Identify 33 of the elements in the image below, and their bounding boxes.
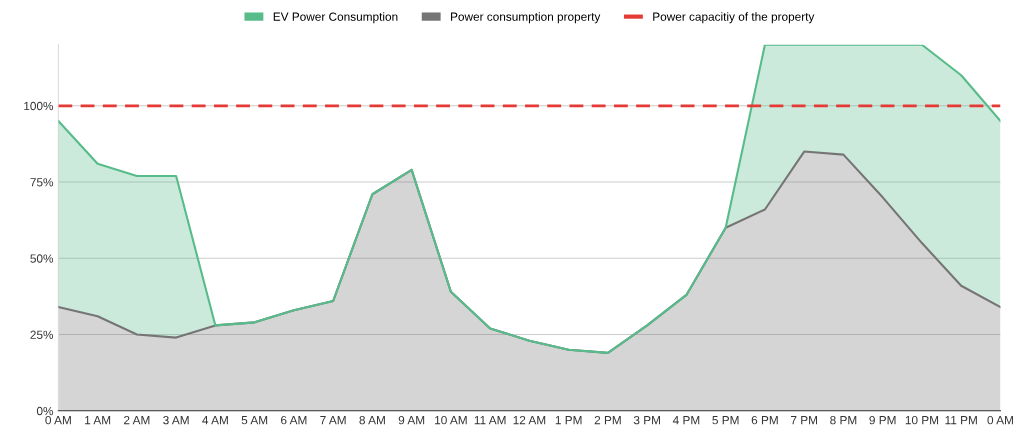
x-tick-label: 0 AM	[987, 415, 1013, 425]
x-tick-label: 10 AM	[435, 415, 467, 425]
x-tick-label: 5 PM	[712, 416, 739, 425]
x-tick-label: 3 PM	[633, 415, 660, 425]
x-tick-label: 0 AM	[45, 415, 71, 425]
x-tick-label: 7 PM	[791, 416, 817, 425]
legend-label: Power capacitiy of the property	[653, 12, 815, 24]
x-tick-label: 6 PM	[751, 415, 778, 425]
x-tick-label: 11 PM	[945, 416, 977, 425]
x-tick-label: 2 AM	[124, 415, 150, 425]
x-tick-label: 8 PM	[830, 415, 857, 425]
x-tick-label: 9 PM	[869, 415, 896, 425]
x-tick-label: 4 AM	[202, 416, 228, 425]
x-tick-label: 11 AM	[474, 416, 506, 425]
x-tick-label: 8 AM	[359, 415, 385, 425]
x-tick-label: 12 AM	[513, 415, 546, 425]
y-tick-label: 100%	[24, 101, 54, 111]
y-tick-label: 25%	[30, 330, 54, 339]
y-tick-label: 0%	[36, 406, 54, 416]
x-tick-label: 2 PM	[594, 415, 621, 425]
legend-label: Power consumption property	[451, 12, 601, 24]
legend-label: EV Power Consumption	[273, 12, 398, 24]
x-tick-label: 3 AM	[163, 415, 189, 425]
x-tick-label: 1 AM	[85, 416, 111, 425]
x-tick-label: 1 PM	[555, 416, 582, 425]
x-tick-label: 7 AM	[320, 416, 346, 425]
x-tick-label: 4 PM	[672, 416, 700, 425]
x-tick-label: 5 AM	[241, 416, 268, 425]
x-tick-label: 6 AM	[281, 415, 307, 425]
y-tick-label: 50%	[30, 254, 54, 263]
x-tick-label: 9 AM	[398, 415, 425, 425]
x-tick-label: 10 PM	[905, 415, 939, 425]
y-tick-label: 75%	[30, 178, 54, 187]
